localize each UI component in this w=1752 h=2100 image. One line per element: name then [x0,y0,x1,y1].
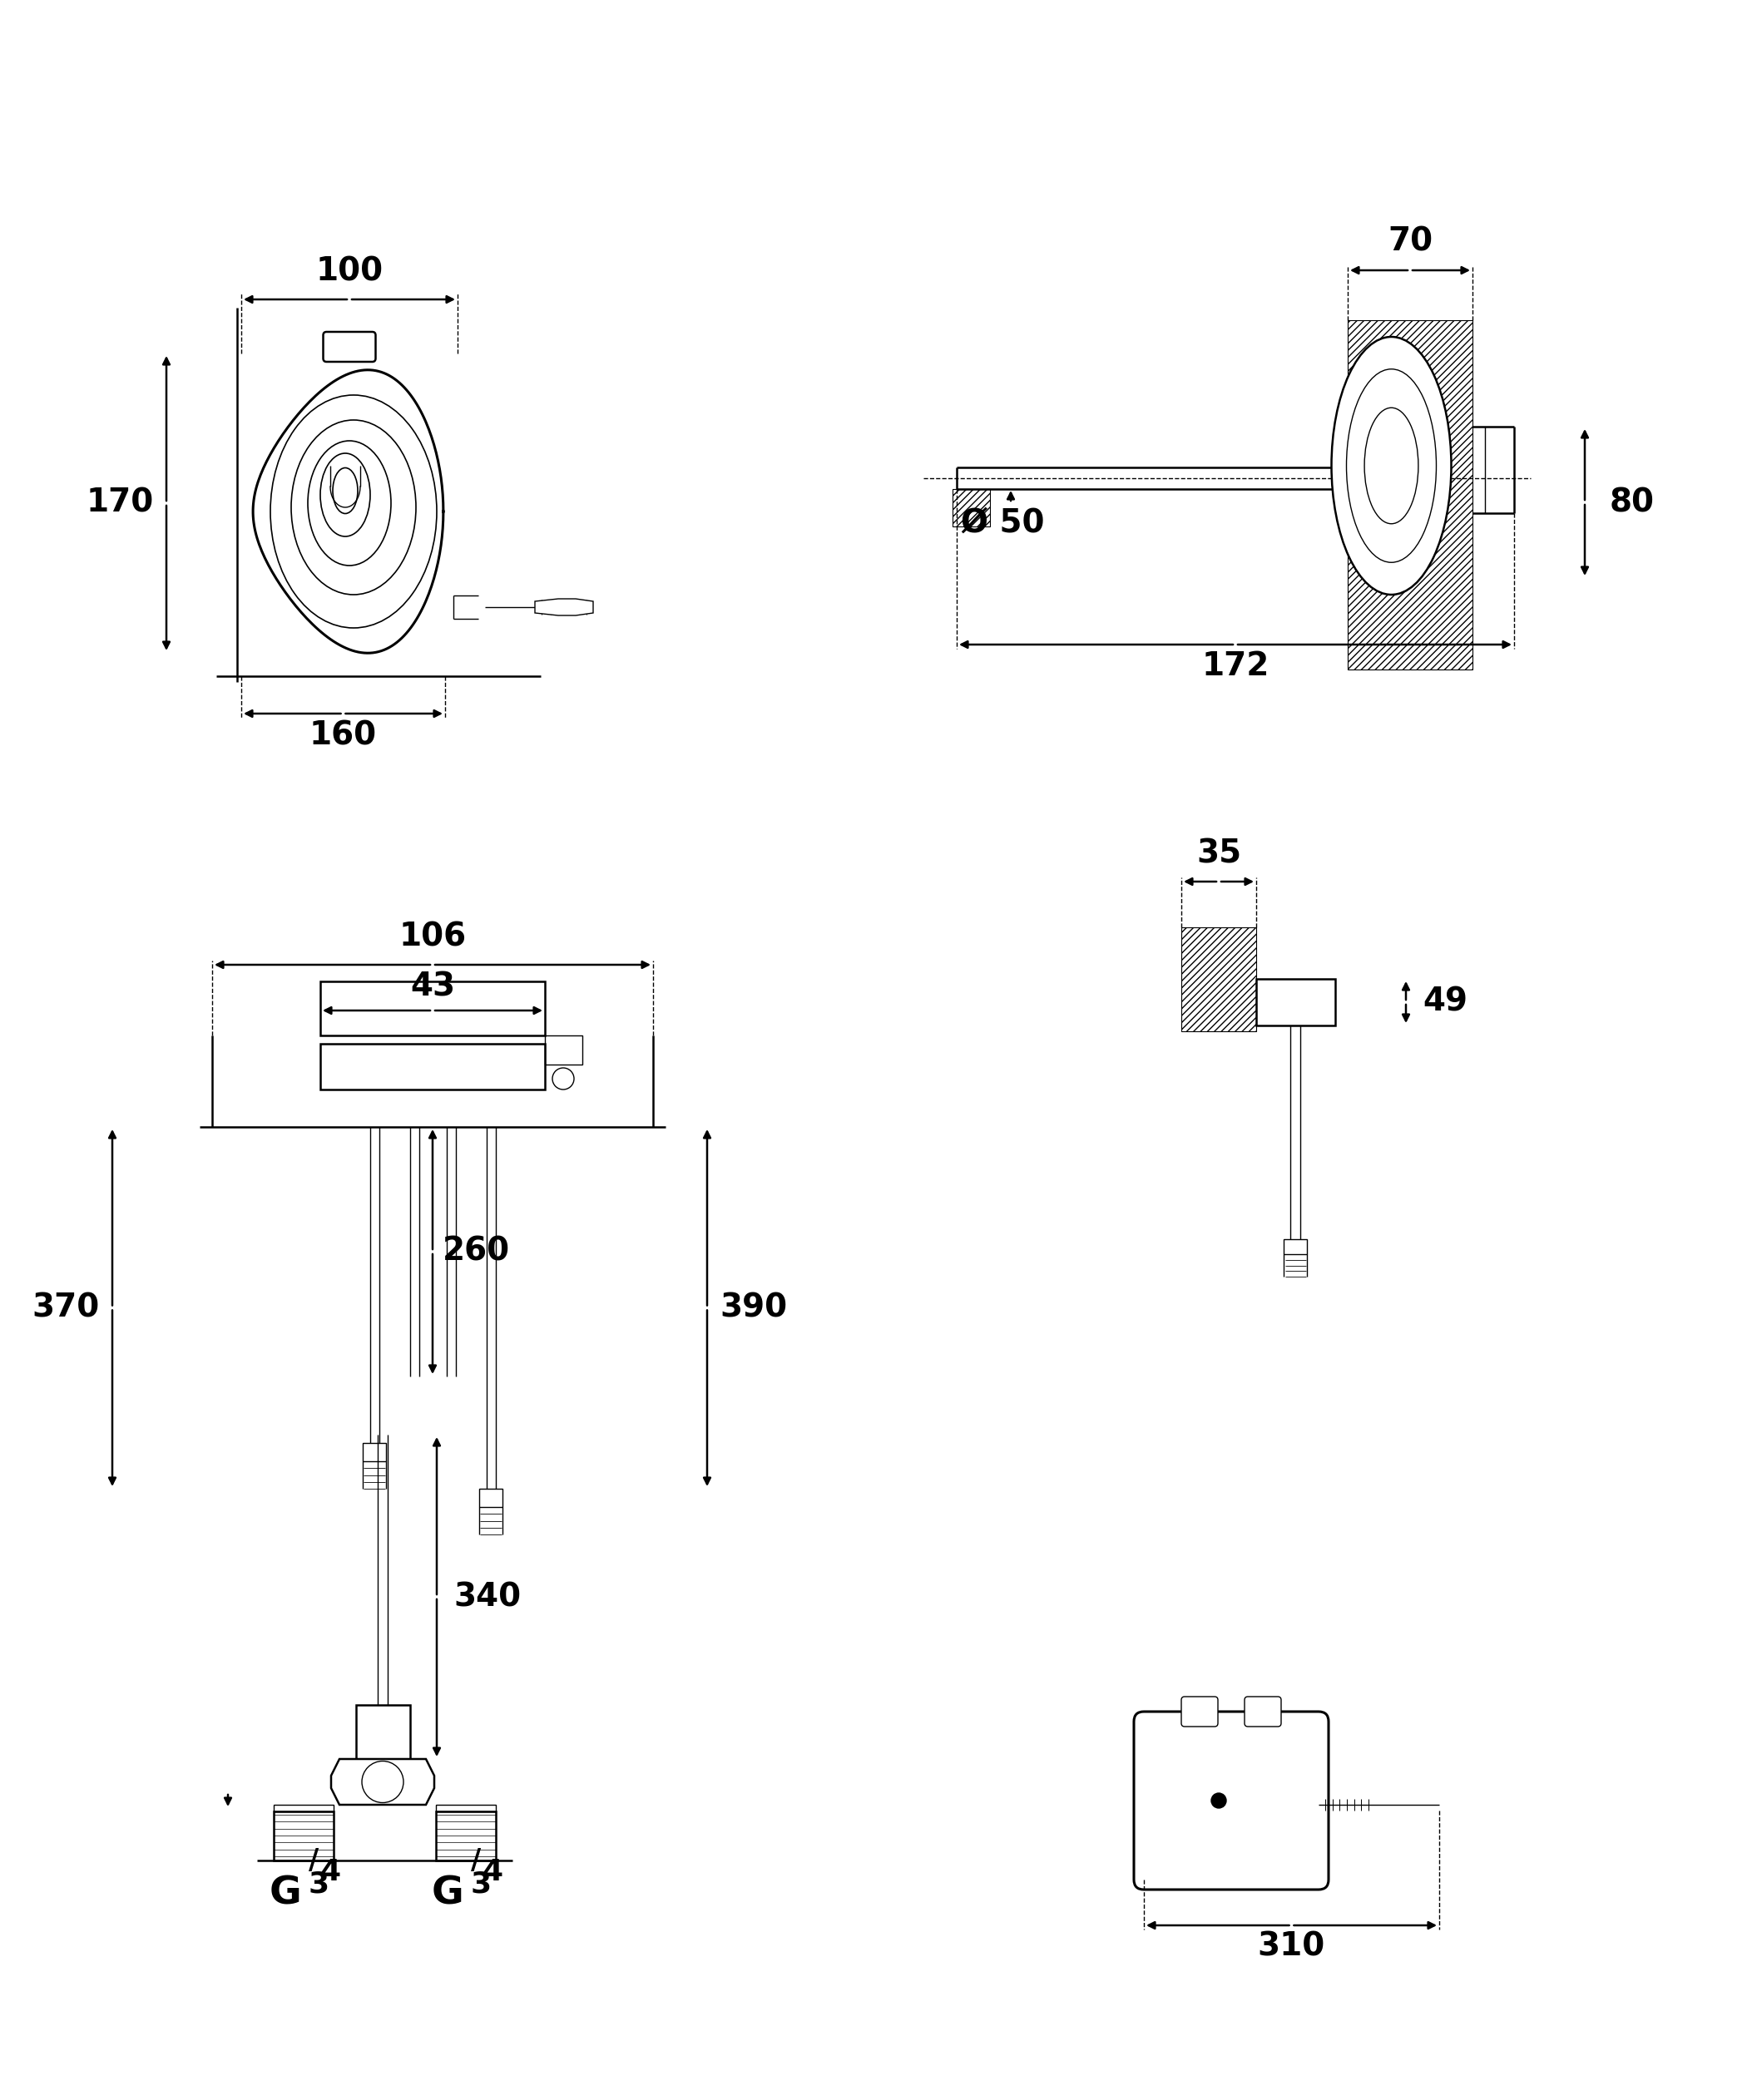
Text: 3: 3 [308,1871,329,1898]
Bar [1181,928,1256,1031]
Text: 340: 340 [454,1581,520,1613]
Text: 172: 172 [1202,651,1268,682]
Text: 4: 4 [319,1858,340,1886]
Circle shape [552,1069,575,1090]
Text: 35: 35 [1197,838,1240,869]
Text: Ø 50: Ø 50 [960,508,1044,540]
Text: 100: 100 [315,256,384,288]
Text: 3: 3 [471,1871,492,1898]
Text: 106: 106 [399,920,466,951]
FancyBboxPatch shape [1181,1697,1218,1726]
Bar [436,1804,496,1812]
Bar [356,1705,410,1760]
Text: G: G [270,1875,301,1913]
FancyBboxPatch shape [1244,1697,1281,1726]
Text: 390: 390 [720,1292,787,1323]
Bar [1256,979,1335,1025]
Bar [1284,1239,1307,1254]
Text: 170: 170 [86,487,154,519]
Text: 80: 80 [1610,487,1654,519]
Polygon shape [331,1760,434,1804]
Bar [480,1489,503,1508]
Text: /: / [471,1848,482,1875]
Ellipse shape [1332,336,1451,594]
Polygon shape [534,598,594,615]
Text: 160: 160 [310,720,377,752]
FancyBboxPatch shape [322,332,375,361]
FancyBboxPatch shape [1134,1712,1328,1890]
Bar [273,1812,333,1861]
Text: G: G [431,1875,464,1913]
Text: 70: 70 [1388,227,1433,258]
Bar [1347,319,1472,670]
Bar [953,489,990,527]
Bar [321,1044,545,1090]
Text: 260: 260 [443,1237,510,1268]
Circle shape [1211,1793,1226,1808]
Text: /: / [308,1848,319,1875]
Bar [273,1804,333,1812]
Bar [436,1812,496,1861]
Bar [545,1035,582,1065]
Bar [321,981,545,1035]
Bar [363,1443,385,1462]
Text: 370: 370 [32,1292,100,1323]
Text: 4: 4 [482,1858,503,1886]
Text: 49: 49 [1423,987,1468,1018]
Text: 310: 310 [1258,1932,1325,1964]
Text: 43: 43 [410,970,456,1002]
